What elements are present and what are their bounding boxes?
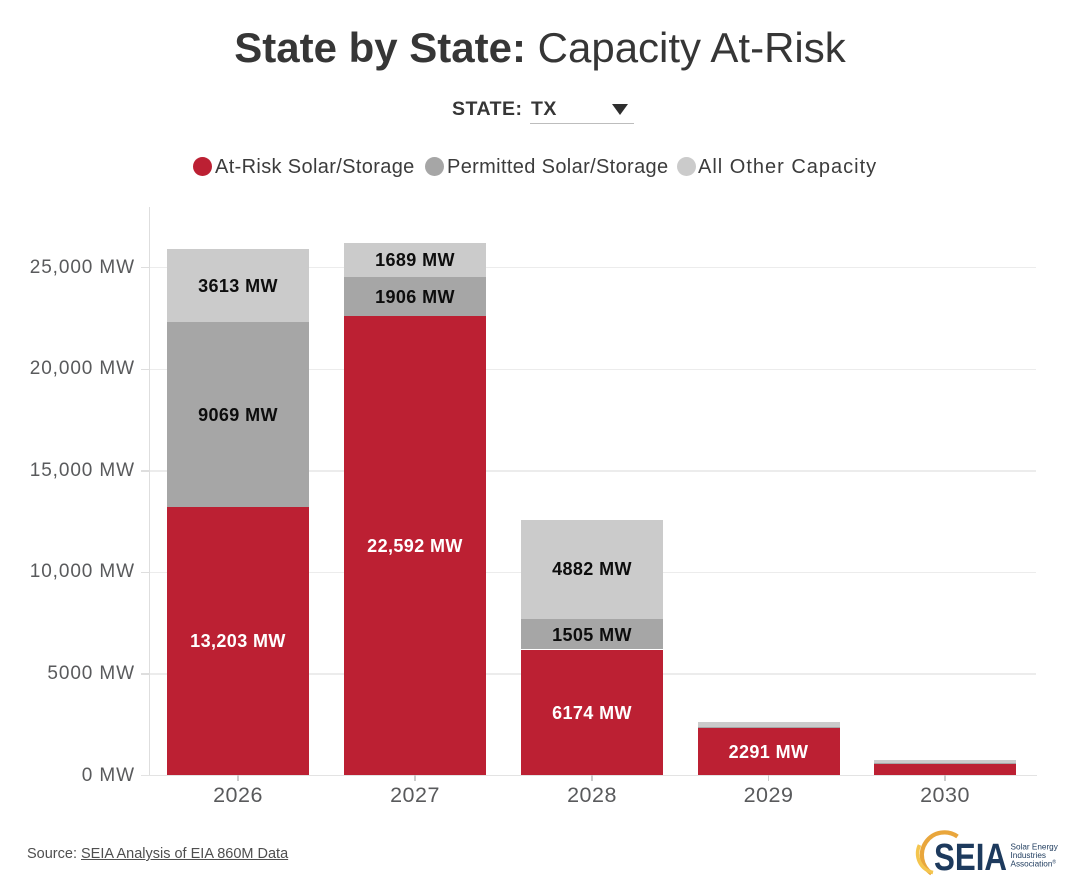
svg-text:Industries: Industries	[1011, 851, 1047, 860]
svg-text:SEIA: SEIA	[934, 837, 1007, 879]
svg-text:Solar Energy: Solar Energy	[1011, 843, 1059, 852]
svg-text:Association®: Association®	[1011, 859, 1057, 869]
